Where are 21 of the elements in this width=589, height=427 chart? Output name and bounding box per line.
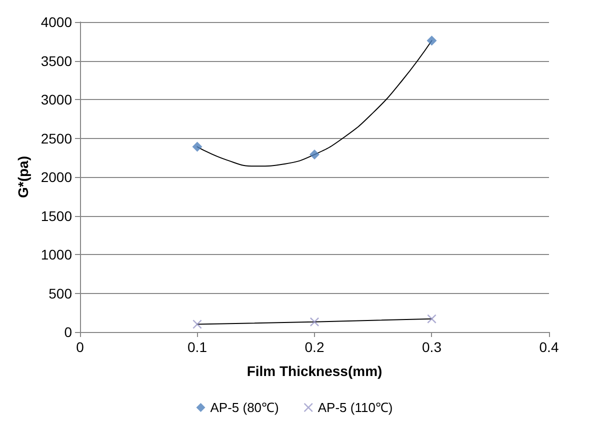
point <box>192 142 202 152</box>
y-axis-title: G*(pa) <box>14 156 31 198</box>
x-tick-label: 0.3 <box>422 339 442 355</box>
x-tick-label: 0.2 <box>304 339 324 355</box>
point <box>426 36 437 46</box>
x-tick-label: 0 <box>76 339 84 355</box>
x-axis-title: Film Thickness(mm) <box>246 363 382 379</box>
y-tick-label: 1500 <box>40 208 72 224</box>
x-tick-label: 0.1 <box>188 339 208 355</box>
y-tick-label: 3000 <box>40 92 72 108</box>
y-tick-label: 2500 <box>40 130 72 146</box>
point <box>310 150 320 160</box>
y-tick-label: 500 <box>48 285 72 302</box>
x-tick-label: 0.4 <box>539 339 559 355</box>
y-tick-label: 1000 <box>40 246 72 262</box>
legend-label: AP-5 (80℃) <box>210 400 279 415</box>
y-tick-label: 0 <box>64 324 72 340</box>
y-tick-label: 2000 <box>40 169 72 185</box>
y-tick-label: 4000 <box>40 14 72 30</box>
y-tick-label: 3500 <box>40 52 72 69</box>
legend-label: AP-5 (110℃) <box>318 400 393 415</box>
